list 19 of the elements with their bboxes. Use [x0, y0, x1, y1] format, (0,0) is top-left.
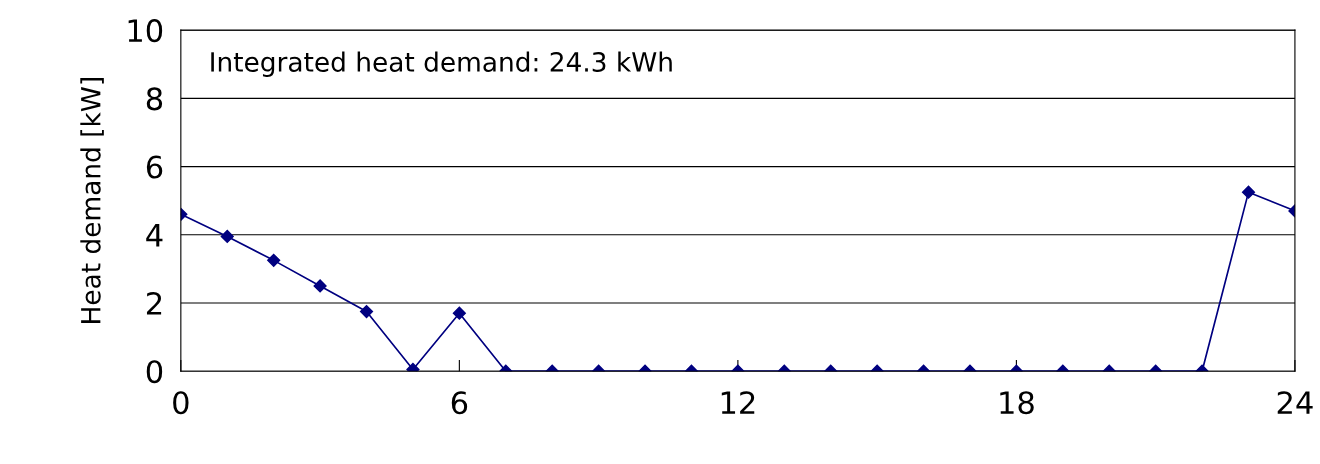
x-tick-label: 18: [1000, 391, 1034, 415]
y-tick-label: 10: [128, 19, 163, 43]
annotation: Integrated heat demand: 24.3 kWh: [211, 51, 672, 78]
point: [359, 304, 374, 319]
point: [313, 279, 327, 293]
point: [1241, 185, 1256, 199]
y-tick-label: 2: [146, 291, 162, 315]
point: [452, 306, 466, 320]
point: [267, 253, 281, 267]
y-axis-title: Heat demand [kW]: [80, 78, 104, 323]
y-tick-label: 8: [146, 87, 163, 111]
y-tick-label: 6: [146, 155, 163, 179]
point: [220, 229, 234, 244]
x-tick-label: 12: [721, 391, 755, 414]
y-tick-label: 0: [146, 360, 163, 384]
x-tick-label: 24: [1277, 391, 1313, 414]
y-tick-label: 4: [146, 224, 163, 247]
x-tick-label: 0: [173, 391, 189, 415]
x-tick-label: 6: [451, 391, 468, 415]
